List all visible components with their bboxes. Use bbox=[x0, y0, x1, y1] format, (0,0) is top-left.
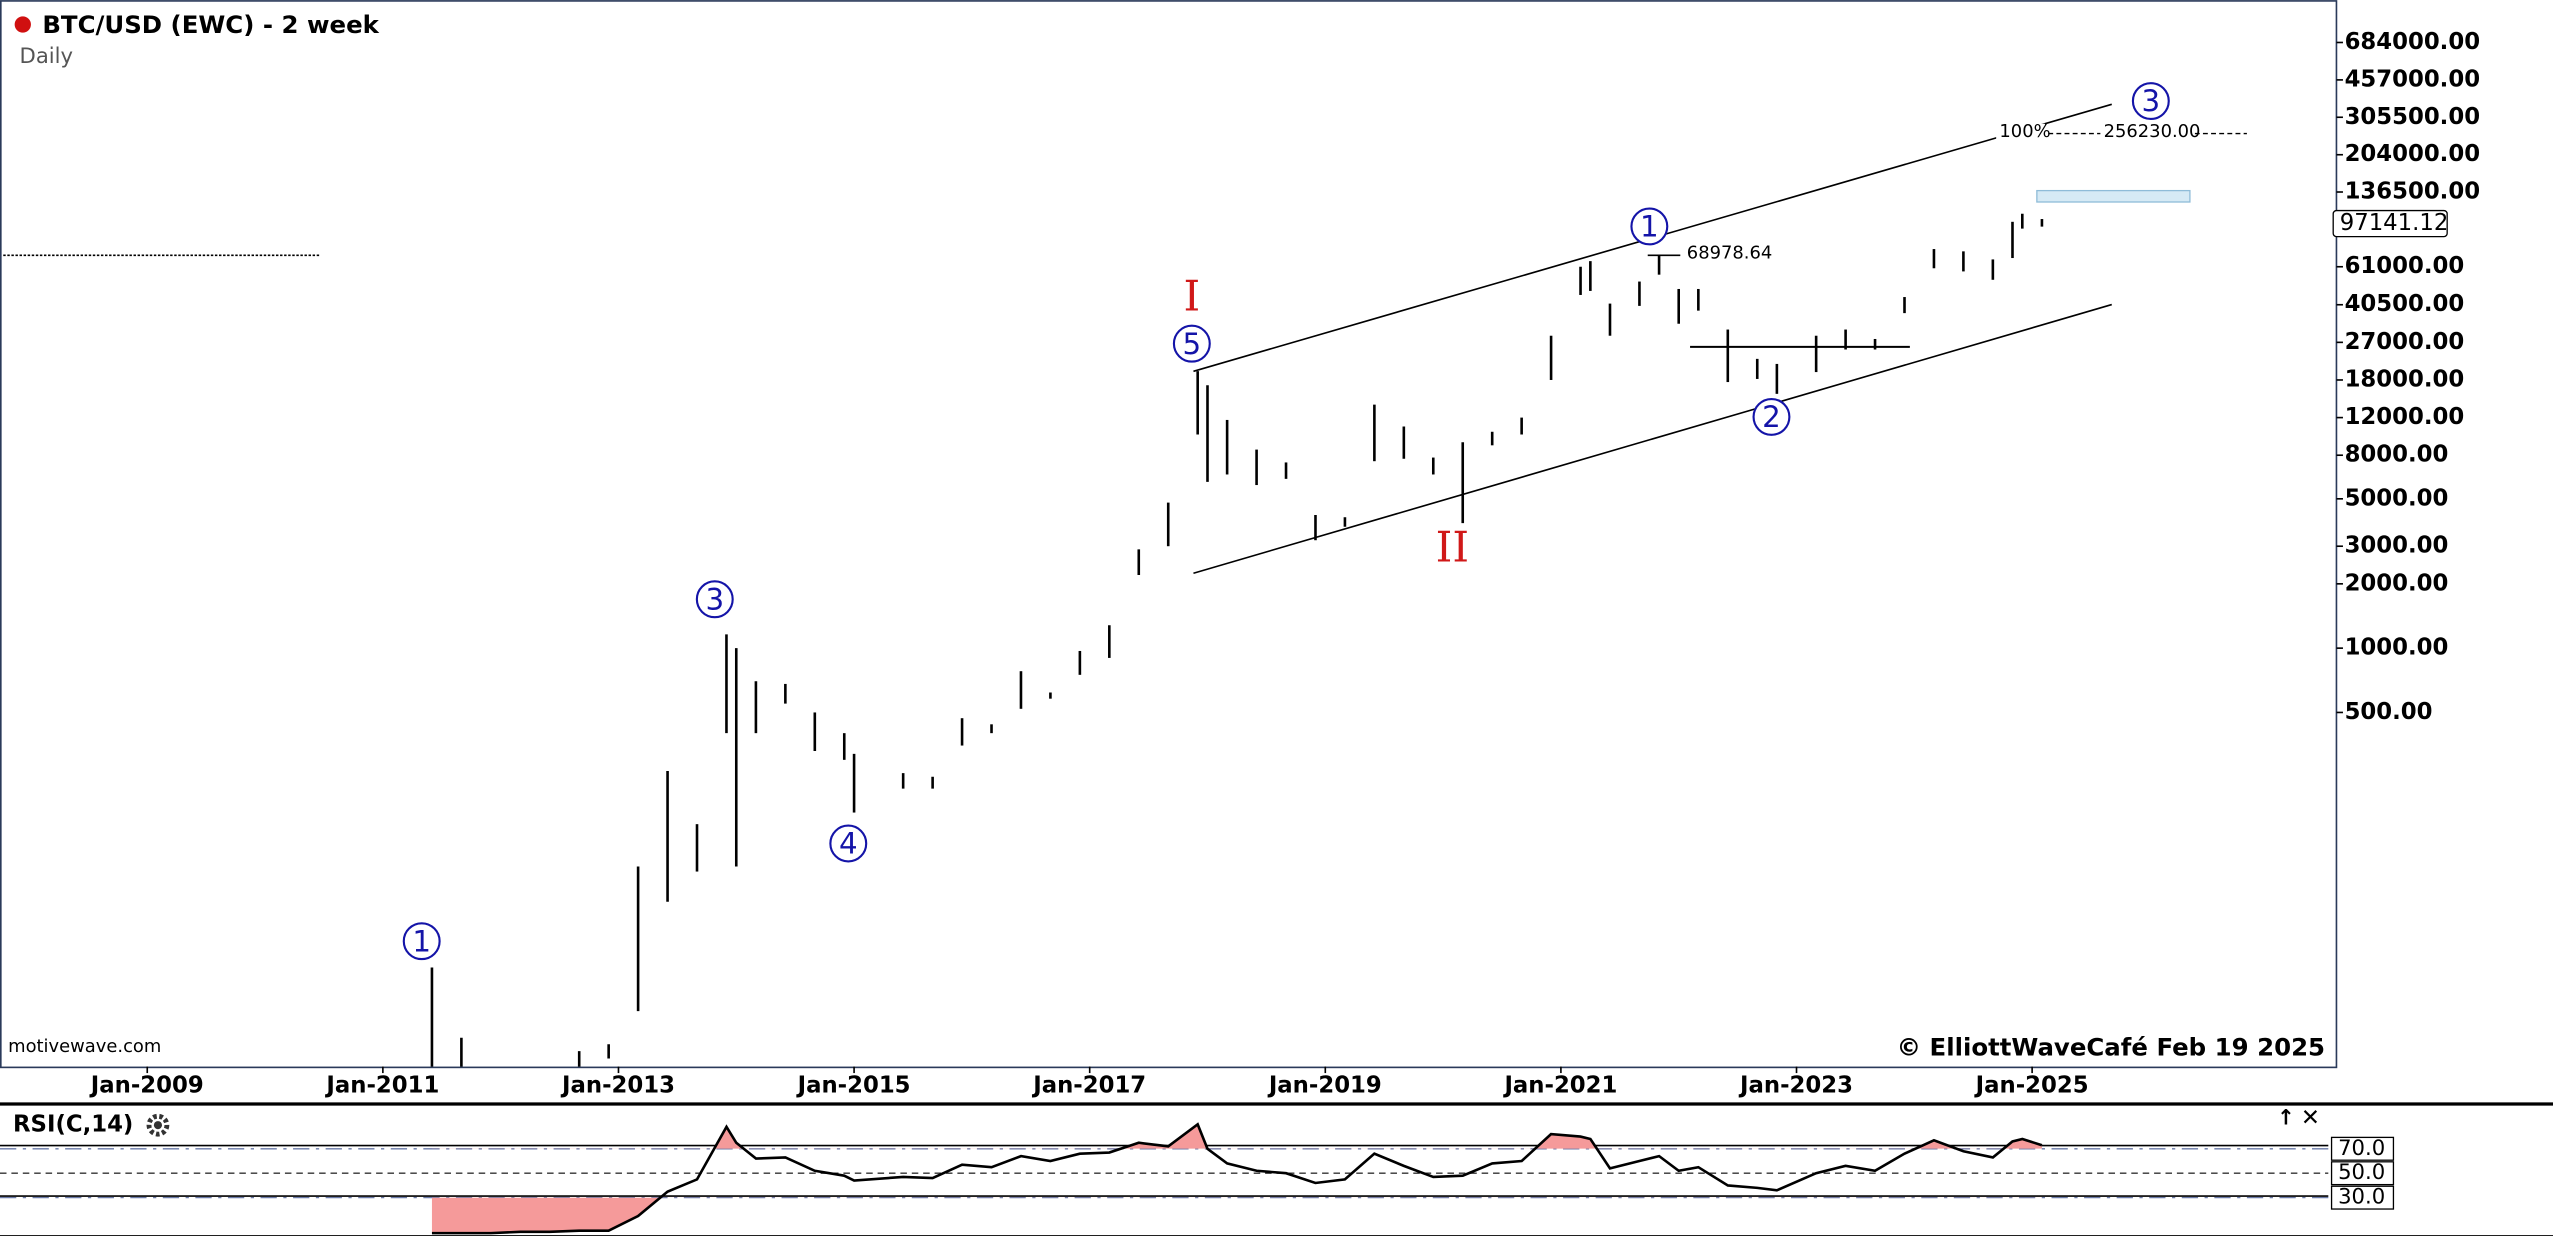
target-zone bbox=[2036, 189, 2191, 203]
rsi-tick-label: 50.0 bbox=[2338, 1159, 2385, 1184]
wave-circle bbox=[695, 580, 734, 619]
last-price-box bbox=[2332, 209, 2448, 238]
last-price-label: 97141.12 bbox=[2340, 210, 2449, 236]
rsi-title: RSI(C,14) bbox=[13, 1112, 133, 1138]
chart-title: BTC/USD (EWC) - 2 week bbox=[42, 10, 379, 39]
status-dot bbox=[14, 16, 31, 33]
y-tick-label: 8000.00 bbox=[2345, 442, 2449, 468]
rsi-tick-box bbox=[2330, 1185, 2395, 1210]
watermark: motivewave.com bbox=[8, 1036, 161, 1057]
x-tick-label: Jan-2009 bbox=[89, 1073, 204, 1099]
y-tick-label: 12000.00 bbox=[2345, 404, 2465, 430]
x-tick-label: Jan-2023 bbox=[1738, 1073, 1853, 1099]
channel-lower bbox=[1193, 303, 2112, 575]
settings-icon[interactable] bbox=[146, 1113, 170, 1137]
y-tick-label: 204000.00 bbox=[2345, 141, 2480, 167]
y-tick-label: 1000.00 bbox=[2345, 635, 2449, 661]
fib-pct: 100% bbox=[1999, 121, 2050, 142]
wave-label: I bbox=[1183, 272, 1200, 321]
y-tick-label: 305500.00 bbox=[2345, 104, 2480, 130]
fib-label-bg bbox=[1996, 123, 2046, 142]
y-tick-label: 61000.00 bbox=[2345, 253, 2465, 279]
wave-label: II bbox=[1436, 522, 1469, 571]
x-tick-label: Jan-2021 bbox=[1502, 1073, 1617, 1099]
x-tick-label: Jan-2025 bbox=[1974, 1073, 2089, 1099]
x-tick-label: Jan-2019 bbox=[1267, 1073, 1382, 1099]
y-tick-label: 457000.00 bbox=[2345, 66, 2480, 92]
panel-move-button[interactable]: ↑ bbox=[2277, 1105, 2295, 1130]
y-tick-label: 500.00 bbox=[2345, 699, 2433, 725]
wave-circle bbox=[1752, 397, 1791, 436]
wave-label: 4 bbox=[839, 827, 858, 861]
y-tick-label: 18000.00 bbox=[2345, 366, 2465, 392]
rsi-tick-box bbox=[2330, 1136, 2395, 1161]
wave-circle bbox=[402, 922, 441, 961]
y-tick-label: 40500.00 bbox=[2345, 291, 2465, 317]
high-label: 68978.64 bbox=[1687, 243, 1772, 264]
wave-circle bbox=[2131, 82, 2170, 121]
y-tick-label: 5000.00 bbox=[2345, 485, 2449, 511]
y-tick-label: 136500.00 bbox=[2345, 179, 2480, 205]
fib-label-bg bbox=[2100, 123, 2195, 142]
y-tick-label: 2000.00 bbox=[2345, 570, 2449, 596]
y-tick-label: 684000.00 bbox=[2345, 29, 2480, 55]
wave-label: 1 bbox=[1640, 210, 1659, 244]
wave-label: 1 bbox=[412, 924, 431, 958]
wave-circle bbox=[1172, 324, 1211, 363]
x-tick-label: Jan-2015 bbox=[796, 1073, 911, 1099]
rsi-line bbox=[431, 1122, 2043, 1235]
rsi-tick-label: 30.0 bbox=[2338, 1184, 2385, 1209]
x-tick-label: Jan-2013 bbox=[560, 1073, 675, 1099]
fib-label: 256230.00 bbox=[2104, 121, 2201, 142]
rsi-tick-label: 70.0 bbox=[2338, 1135, 2385, 1160]
wave-label: 5 bbox=[1183, 327, 1202, 361]
chart-subtitle: Daily bbox=[20, 43, 74, 68]
wave-label: 2 bbox=[1762, 400, 1781, 434]
y-tick-label: 3000.00 bbox=[2345, 533, 2449, 559]
x-tick-label: Jan-2017 bbox=[1031, 1073, 1146, 1099]
panel-close-button[interactable]: ✕ bbox=[2301, 1105, 2320, 1131]
wave-label: 3 bbox=[2142, 84, 2161, 118]
x-tick-label: Jan-2011 bbox=[324, 1073, 439, 1099]
wave-circle bbox=[829, 824, 868, 863]
wave-circle bbox=[1630, 207, 1669, 246]
plot-frame bbox=[0, 0, 2338, 1069]
rsi-tick-box bbox=[2330, 1161, 2395, 1186]
wave-label: 3 bbox=[705, 582, 724, 616]
copyright: © ElliottWaveCafé Feb 19 2025 bbox=[1897, 1033, 2325, 1062]
y-tick-label: 27000.00 bbox=[2345, 329, 2465, 355]
price-bars bbox=[430, 213, 2044, 1067]
